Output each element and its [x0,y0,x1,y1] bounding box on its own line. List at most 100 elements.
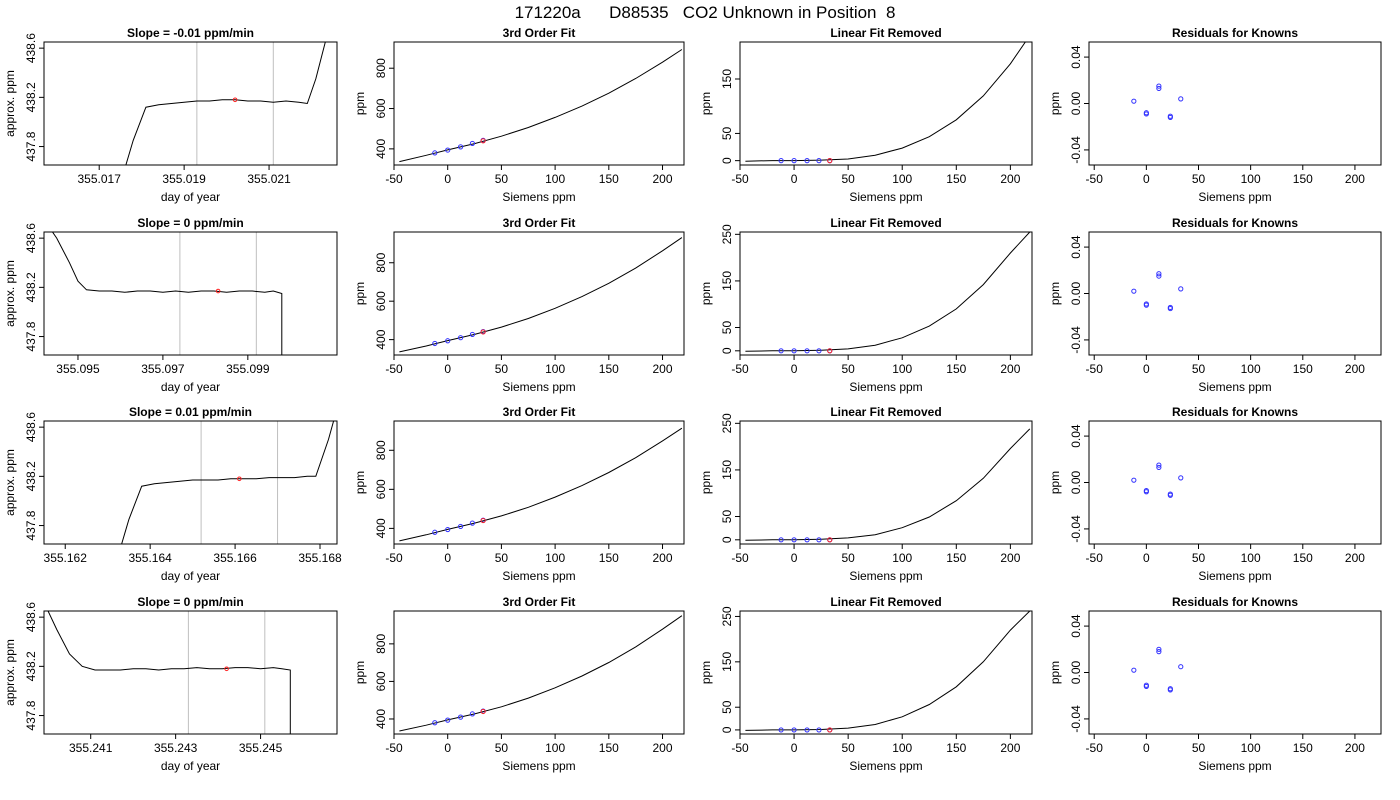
plot-area [745,611,1031,733]
x-tick-label: 355.019 [162,172,206,186]
known-point [432,720,438,726]
known-point [1156,271,1162,277]
x-tick-label: 50 [495,172,509,186]
plot-area [1131,646,1184,693]
y-tick-label: 0 [720,726,734,733]
plot-area [51,232,283,355]
y-tick-label: 150 [720,69,734,89]
x-tick-label: 0 [791,741,798,755]
x-tick-label: 355.241 [69,741,113,755]
x-axis-label: Siemens ppm [1198,759,1271,773]
y-axis-label: approx. ppm [3,449,17,516]
x-tick-label: 0 [444,362,451,376]
known-point [1156,83,1162,89]
x-axis-label: Siemens ppm [502,380,575,394]
unknown-point [827,158,833,164]
known-point [816,537,822,543]
plot-frame [739,231,1033,356]
unknown-marker [215,288,221,294]
unknown-point [827,348,833,354]
x-tick-label: 150 [599,551,619,565]
known-point [432,150,438,156]
x-axis-label: Siemens ppm [1198,190,1271,204]
y-axis-label: ppm [1048,282,1062,305]
panel-title: Residuals for Knowns [1172,216,1298,230]
x-axis-label: day of year [161,190,220,204]
plot-area [745,42,1026,164]
plot-frame [43,610,338,735]
x-tick-label: 150 [946,362,966,376]
panel-title: Residuals for Knowns [1172,26,1298,40]
x-tick-label: 50 [841,362,855,376]
plot-frame [393,231,685,356]
x-tick-label: 0 [791,551,798,565]
x-tick-label: 200 [653,551,673,565]
x-tick-label: 200 [1345,362,1365,376]
y-tick-label: -0.04 [1069,326,1083,354]
panel-title: Slope = -0.01 ppm/min [127,26,254,40]
x-tick-label: 150 [1293,172,1313,186]
known-point [1178,664,1184,670]
x-tick-label: 200 [653,172,673,186]
panel-title: Linear Fit Removed [830,405,941,419]
y-tick-label: 50 [720,321,734,335]
fit-curve [399,615,683,732]
known-point [1143,301,1149,307]
unknown-point [480,708,486,715]
y-tick-label: 0 [720,536,734,543]
x-tick-label: 150 [1293,551,1313,565]
known-point [457,523,464,530]
y-tick-label: 438.6 [24,223,38,253]
chart-panel: -50 0 50 100 150 200 0 50 150 250 Linear Fit Remov… [699,595,1033,773]
known-point [1178,475,1184,481]
x-tick-label: -50 [385,172,403,186]
known-point [1156,273,1162,279]
y-axis-label: approx. ppm [3,639,17,706]
known-point [804,158,810,164]
x-tick-label: 100 [545,172,565,186]
y-tick-label: 50 [720,126,734,140]
known-point [816,727,822,733]
plot-area [745,232,1031,354]
x-tick-label: 200 [1000,172,1020,186]
plot-frame [393,41,685,166]
x-tick-label: 150 [1293,741,1313,755]
y-tick-label: 0.00 [1069,660,1083,684]
y-tick-label: 0 [720,157,734,164]
x-tick-label: 200 [653,741,673,755]
y-tick-label: 437.8 [24,321,38,351]
x-axis-label: day of year [161,380,220,394]
x-axis-label: Siemens ppm [849,190,922,204]
known-point [1167,686,1173,692]
x-axis-label: day of year [161,569,220,583]
plot-frame [393,610,685,735]
y-tick-label: 437.8 [24,510,38,540]
y-tick-label: 600 [374,479,388,499]
y-tick-label: 250 [720,606,734,626]
panel-title: Slope = 0 ppm/min [137,595,243,609]
known-point [445,147,451,153]
x-tick-label: 150 [946,741,966,755]
y-axis-label: ppm [353,661,367,684]
plot-frame [739,420,1033,545]
x-tick-label: 50 [841,172,855,186]
x-tick-label: 0 [1143,741,1150,755]
x-tick-label: 0 [791,362,798,376]
y-tick-label: 600 [374,671,388,691]
known-point [457,144,464,150]
known-point [778,158,784,164]
x-tick-label: 100 [545,551,565,565]
x-tick-label: 355.099 [226,362,270,376]
plot-frame [43,231,338,356]
chart-panel: -50 0 50 100 150 200 400 600 800 3rd Order Fit Sie… [353,595,685,773]
known-point [1156,462,1162,468]
y-tick-label: 438.6 [24,33,38,63]
x-tick-label: 100 [892,172,912,186]
x-axis-label: Siemens ppm [502,759,575,773]
y-tick-label: 0.00 [1069,91,1083,115]
y-tick-label: 600 [374,98,388,118]
y-tick-label: 800 [374,252,388,272]
x-axis-label: Siemens ppm [849,569,922,583]
x-tick-label: 50 [1192,551,1206,565]
known-point [1131,98,1137,104]
